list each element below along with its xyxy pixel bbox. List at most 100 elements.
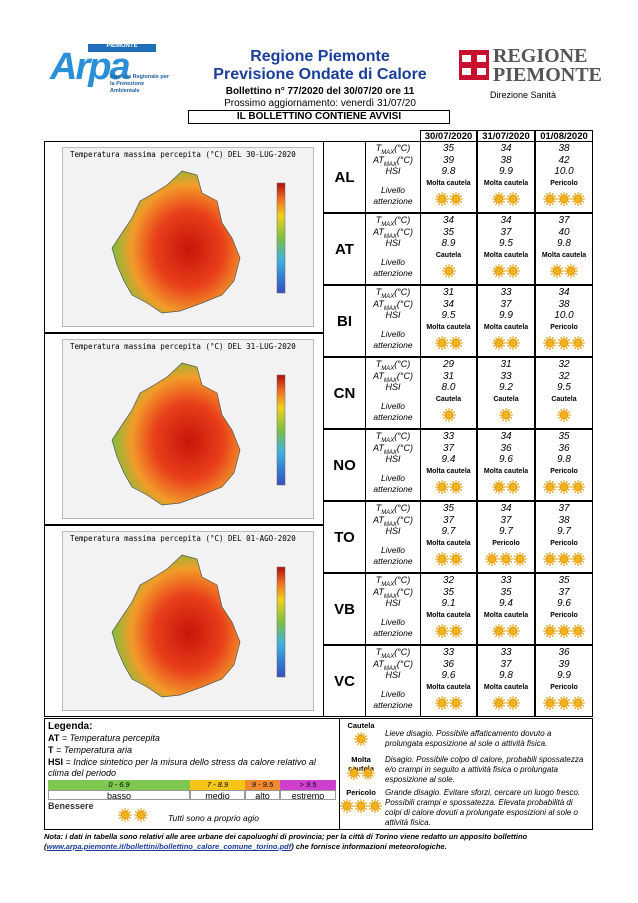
scale-name: basso [48, 790, 190, 801]
legend-item: AT = Temperatura percepita [48, 733, 160, 743]
row-label: HSI [365, 598, 421, 609]
row-label-sub: MAX [383, 665, 397, 672]
row-label: HSI [365, 238, 421, 249]
row-label-sub: MAX [383, 233, 397, 240]
day-cell [477, 285, 535, 357]
sun-icon [492, 192, 506, 206]
sun-icon [134, 808, 148, 822]
row-label-unit: (°C) [394, 215, 411, 225]
row-label-unit: (°C) [396, 298, 413, 309]
value: 37 [500, 514, 512, 526]
value: 37 [500, 658, 512, 670]
value: 9.7 [557, 526, 571, 537]
row-label-unit: (°C) [396, 370, 413, 381]
row-label-sub: MAX [381, 653, 395, 660]
row-label: HSI [365, 454, 421, 465]
level-name: Cautela [435, 252, 462, 259]
value: 39 [442, 154, 455, 166]
level-name: Cautela [493, 396, 519, 403]
value: 37 [442, 514, 455, 526]
sun-icon [118, 808, 132, 822]
row-label-main: AT [373, 226, 384, 237]
value: 34 [500, 503, 512, 514]
level-key: Pericolo [346, 788, 376, 797]
level-name: Cautela [551, 396, 577, 403]
province-code: AT [335, 241, 354, 258]
note-link[interactable]: www.arpa.piemonte.it/bollettini/bolletti… [46, 842, 292, 851]
sun-icon [571, 696, 585, 710]
row-label-unit: (°C) [394, 503, 411, 513]
day-cell [535, 213, 593, 285]
row-label-sub: MAX [381, 581, 395, 588]
sun-icon [557, 336, 571, 350]
day-cell [477, 429, 535, 501]
value: 9.6 [499, 454, 513, 465]
subtitle: Previsione Ondate di Calore [213, 66, 427, 83]
row-label-unit: (°C) [394, 575, 411, 585]
value: 37 [558, 503, 570, 514]
row-label-unit: (°C) [396, 514, 413, 525]
value: 37 [558, 215, 570, 226]
row-label: TMAX(°C) [365, 287, 421, 303]
row-label: ATMAX(°C) [365, 587, 421, 603]
value: 38 [558, 143, 570, 154]
sun-icon [499, 552, 513, 566]
row-label-sub: MAX [383, 593, 397, 600]
day-cell [535, 141, 593, 213]
row-label-main: HSI [385, 382, 401, 392]
row-label: ATMAX(°C) [365, 443, 421, 459]
region-logo-line: REGIONE [493, 45, 588, 67]
sun-icon [543, 480, 557, 494]
level-name: Molta cautela [426, 180, 471, 187]
day-cell [420, 213, 477, 285]
scale-swatch: > 9.5 [280, 780, 336, 790]
value: 34 [558, 287, 570, 298]
day-cell [535, 645, 593, 717]
sun-icon [499, 408, 513, 422]
map-title: Temperatura massima percepita (°C) DEL 3… [70, 150, 296, 159]
value: 33 [500, 647, 512, 658]
row-label-unit: (°C) [394, 287, 411, 297]
sun-icon [434, 192, 449, 206]
value: 34 [500, 431, 512, 442]
value: 9.4 [499, 598, 513, 609]
value: 10.0 [554, 166, 574, 177]
row-label-main: HSI [385, 670, 401, 680]
row-label: TMAX(°C) [365, 431, 421, 447]
scale-name: estremo [280, 790, 336, 801]
row-label-sub: MAX [383, 161, 397, 168]
sun-icon [448, 624, 463, 638]
province-code: NO [333, 457, 356, 474]
value: 42 [558, 154, 570, 166]
row-label-sub: MAX [381, 221, 395, 228]
row-label-sub: MAX [381, 509, 395, 516]
row-label-sub: MAX [383, 449, 397, 456]
sun-icon [506, 264, 520, 278]
value: 33 [442, 431, 455, 442]
level-name: Pericolo [550, 684, 578, 691]
row-label-main: T [375, 503, 382, 513]
row-label-sub: MAX [381, 149, 395, 156]
legend-key: AT [48, 733, 60, 743]
row-label-unit: (°C) [396, 586, 413, 597]
level-name: Pericolo [550, 468, 578, 475]
level-name: Molta cautela [426, 324, 471, 331]
title: Regione Piemonte [250, 48, 390, 65]
row-label-sub: MAX [381, 365, 395, 372]
value: 31 [442, 287, 455, 298]
row-label-main: T [375, 647, 382, 657]
row-label: ATMAX(°C) [365, 155, 421, 171]
row-label: TMAX(°C) [365, 359, 421, 375]
row-label: TMAX(°C) [365, 647, 421, 663]
value: 34 [500, 143, 512, 154]
province-code: VB [334, 601, 355, 618]
province-code: VC [334, 673, 355, 690]
sun-icon [448, 552, 463, 566]
province-code: AL [334, 169, 355, 186]
sun-icon [434, 624, 449, 638]
level-label: Livello attenzione [373, 545, 413, 566]
region-logo-line: PIEMONTE [493, 64, 602, 86]
value: 9.9 [499, 166, 513, 177]
day-cell [477, 645, 535, 717]
